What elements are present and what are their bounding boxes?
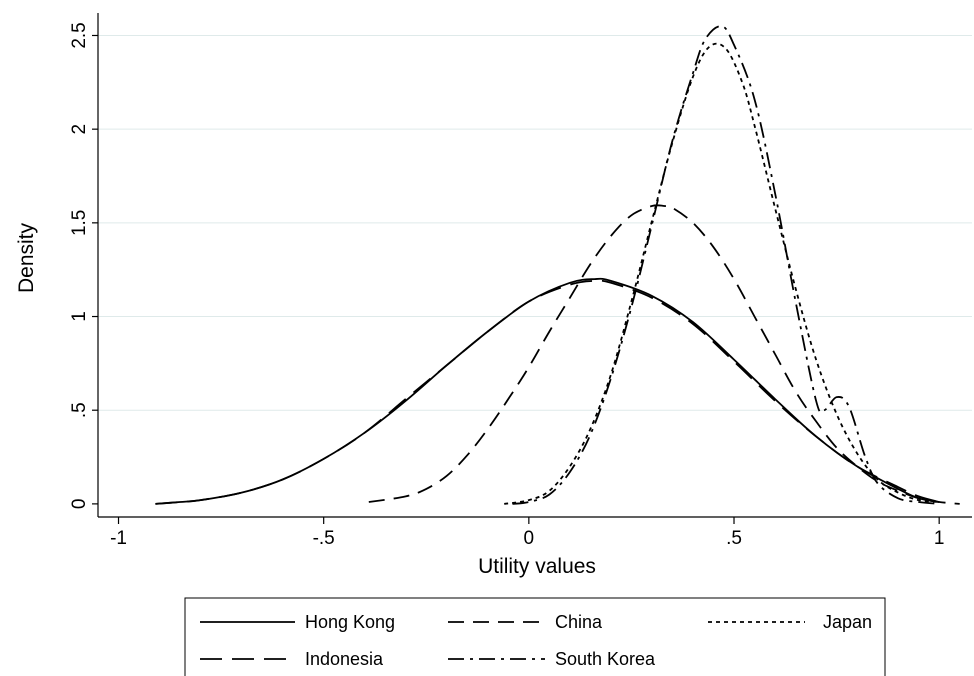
legend-label: Hong Kong bbox=[305, 612, 395, 632]
x-tick-label: 1 bbox=[934, 528, 945, 549]
y-tick-label: 2.5 bbox=[69, 22, 90, 48]
x-axis-ticks: -1 -.5 0 .5 1 bbox=[110, 517, 944, 549]
legend-item-indonesia: Indonesia bbox=[200, 649, 384, 669]
y-tick-label: .5 bbox=[69, 402, 90, 418]
x-tick-label: 0 bbox=[524, 528, 535, 549]
series-line-indonesia bbox=[155, 279, 940, 505]
y-tick-label: 0 bbox=[69, 499, 90, 510]
legend-item-china: China bbox=[448, 612, 603, 632]
legend-label: China bbox=[555, 612, 603, 632]
x-axis-title: Utility values bbox=[478, 555, 596, 578]
legend-item-south-korea: South Korea bbox=[448, 649, 656, 669]
y-axis-title: Density bbox=[15, 222, 38, 293]
legend: Hong Kong China Japan Indonesia South Korea bbox=[184, 597, 886, 676]
y-axis-ticks: 0 .5 1 1.5 2 2.5 bbox=[69, 22, 98, 509]
x-tick-label: .5 bbox=[726, 528, 742, 549]
legend-box bbox=[184, 597, 886, 676]
legend-item-japan: Japan bbox=[708, 612, 872, 632]
legend-label: Japan bbox=[823, 612, 872, 632]
series-lines bbox=[155, 25, 960, 505]
legend-label: Indonesia bbox=[305, 649, 384, 669]
series-line-south-korea bbox=[512, 25, 940, 505]
y-tick-label: 2 bbox=[69, 124, 90, 135]
y-tick-label: 1.5 bbox=[69, 210, 90, 236]
legend-label: South Korea bbox=[555, 649, 656, 669]
x-tick-label: -.5 bbox=[313, 528, 335, 549]
gridlines bbox=[98, 34, 972, 411]
legend-item-hong-kong: Hong Kong bbox=[200, 612, 395, 632]
x-tick-label: -1 bbox=[110, 528, 127, 549]
y-tick-label: 1 bbox=[69, 311, 90, 322]
